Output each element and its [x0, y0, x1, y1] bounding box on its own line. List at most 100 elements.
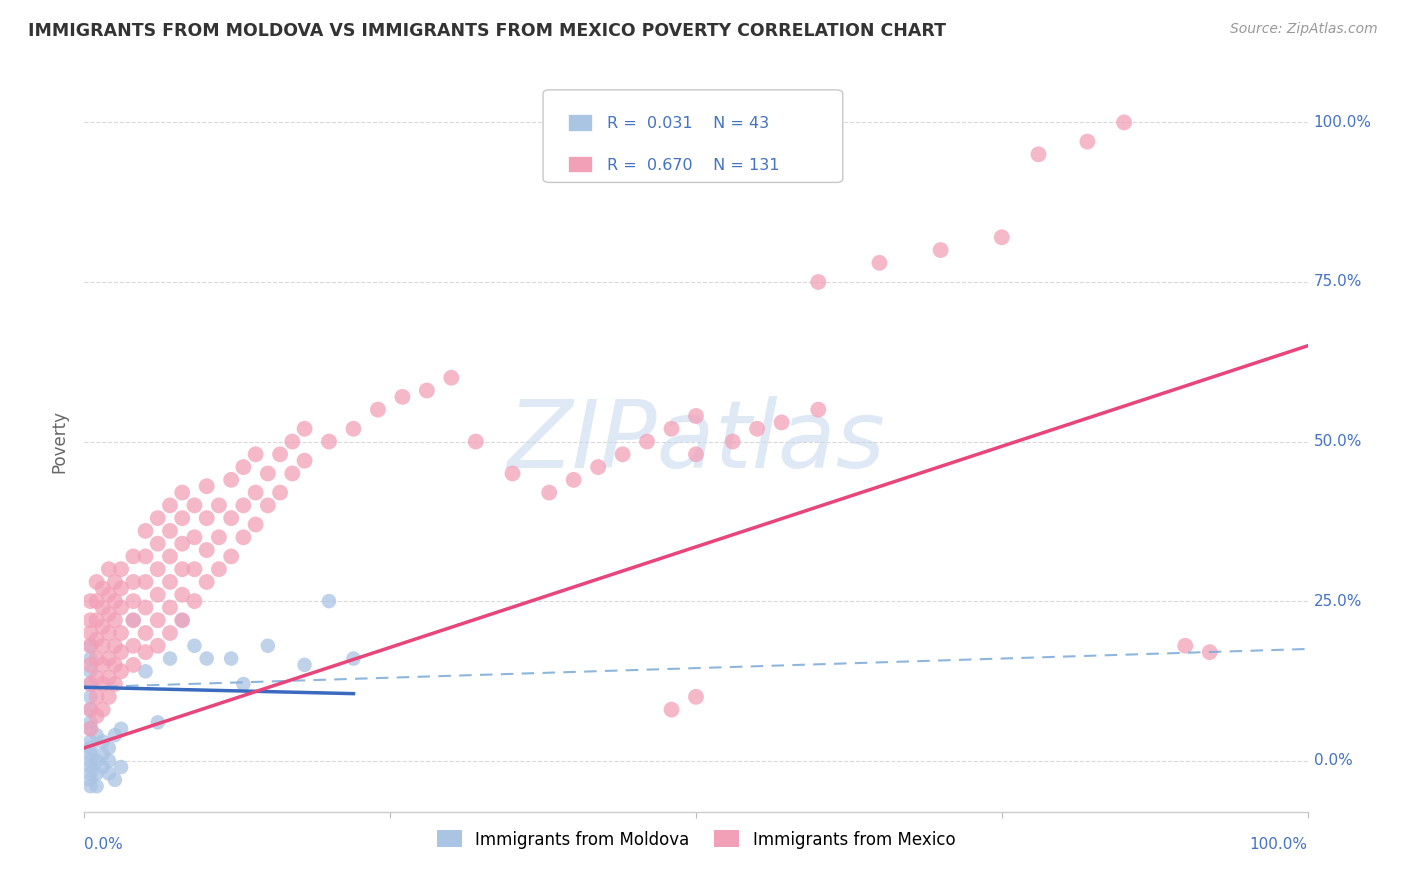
Point — [195, 511, 218, 525]
Point — [612, 447, 634, 461]
Point — [79, 772, 101, 787]
Point — [747, 422, 769, 436]
Point — [86, 651, 108, 665]
Point — [86, 594, 108, 608]
Point — [195, 651, 218, 665]
Text: 0.0%: 0.0% — [1313, 753, 1353, 768]
Point — [159, 499, 181, 513]
Point — [208, 499, 231, 513]
Point — [257, 499, 280, 513]
Point — [104, 594, 127, 608]
Text: 75.0%: 75.0% — [1313, 275, 1362, 290]
Point — [257, 467, 280, 481]
Point — [661, 703, 683, 717]
Point — [104, 657, 127, 672]
Point — [91, 760, 114, 774]
Point — [929, 243, 952, 257]
Point — [79, 722, 101, 736]
FancyBboxPatch shape — [568, 114, 592, 130]
Point — [79, 677, 101, 691]
Point — [110, 626, 132, 640]
Point — [97, 766, 120, 780]
Point — [135, 665, 157, 679]
Point — [79, 760, 101, 774]
Point — [219, 651, 242, 665]
Point — [562, 473, 585, 487]
Point — [416, 384, 439, 398]
Point — [146, 715, 169, 730]
Point — [232, 677, 254, 691]
Point — [97, 754, 120, 768]
Point — [195, 574, 218, 589]
Point — [110, 760, 132, 774]
Point — [97, 588, 120, 602]
Point — [79, 734, 101, 748]
Point — [245, 517, 267, 532]
Point — [146, 588, 169, 602]
Point — [1174, 639, 1197, 653]
Point — [219, 473, 242, 487]
Point — [440, 370, 463, 384]
Point — [172, 613, 194, 627]
Point — [79, 754, 101, 768]
Point — [195, 543, 218, 558]
Point — [208, 530, 231, 544]
Point — [685, 690, 707, 704]
Point — [1198, 645, 1220, 659]
Point — [110, 600, 132, 615]
Point — [269, 447, 291, 461]
Point — [97, 671, 120, 685]
Point — [79, 639, 101, 653]
Point — [318, 434, 340, 449]
Point — [146, 639, 169, 653]
Point — [91, 677, 114, 691]
Point — [91, 619, 114, 633]
Point — [586, 460, 609, 475]
Point — [97, 690, 120, 704]
Point — [86, 766, 108, 780]
Point — [807, 275, 830, 289]
Point — [232, 530, 254, 544]
Text: 50.0%: 50.0% — [1313, 434, 1362, 449]
Text: 25.0%: 25.0% — [1313, 593, 1362, 608]
Point — [172, 485, 194, 500]
Point — [208, 562, 231, 576]
Point — [79, 639, 101, 653]
Text: IMMIGRANTS FROM MOLDOVA VS IMMIGRANTS FROM MEXICO POVERTY CORRELATION CHART: IMMIGRANTS FROM MOLDOVA VS IMMIGRANTS FR… — [28, 22, 946, 40]
Point — [1028, 147, 1050, 161]
Point — [79, 657, 101, 672]
Point — [91, 734, 114, 748]
Text: 100.0%: 100.0% — [1313, 115, 1372, 130]
Point — [245, 447, 267, 461]
Point — [79, 722, 101, 736]
Point — [172, 588, 194, 602]
Point — [183, 639, 205, 653]
Point — [91, 657, 114, 672]
Point — [195, 479, 218, 493]
Point — [86, 709, 108, 723]
Point — [79, 779, 101, 793]
Point — [538, 485, 561, 500]
Text: R =  0.031    N = 43: R = 0.031 N = 43 — [606, 116, 769, 131]
Point — [91, 600, 114, 615]
Point — [991, 230, 1014, 244]
Point — [79, 766, 101, 780]
Point — [232, 499, 254, 513]
Point — [869, 256, 891, 270]
Point — [721, 434, 744, 449]
Point — [770, 416, 793, 430]
Point — [122, 657, 145, 672]
Point — [79, 703, 101, 717]
Point — [122, 574, 145, 589]
Point — [135, 600, 157, 615]
Text: Source: ZipAtlas.com: Source: ZipAtlas.com — [1230, 22, 1378, 37]
Point — [79, 740, 101, 755]
Point — [464, 434, 486, 449]
Point — [685, 447, 707, 461]
Point — [86, 779, 108, 793]
Point — [146, 511, 169, 525]
Point — [294, 422, 316, 436]
Point — [79, 703, 101, 717]
Point — [104, 772, 127, 787]
Point — [159, 651, 181, 665]
